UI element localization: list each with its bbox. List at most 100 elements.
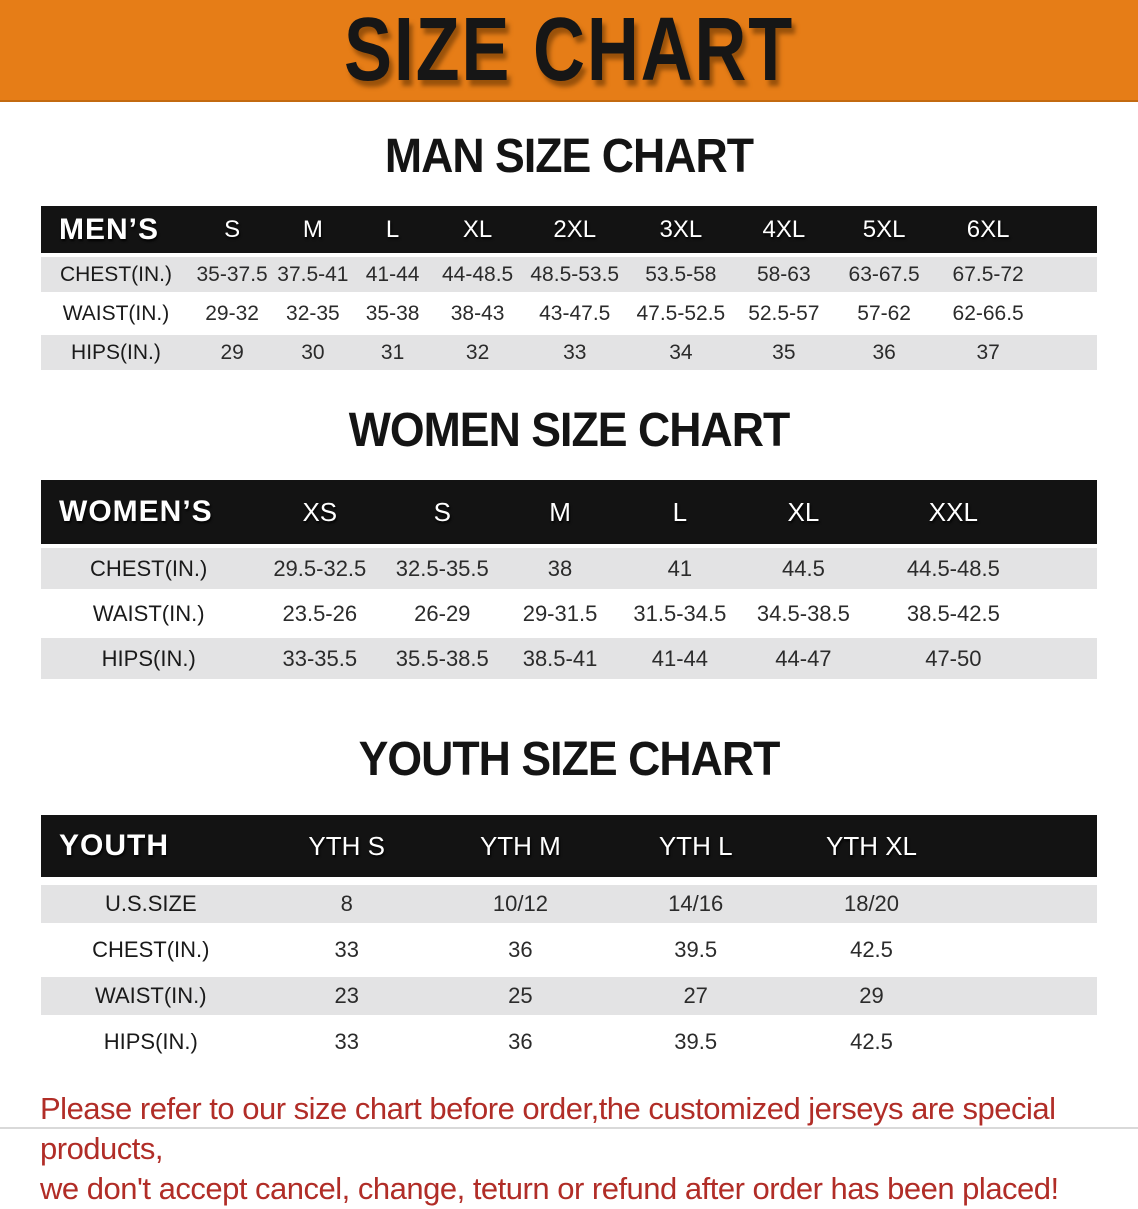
size-value-cell: 35-38 bbox=[352, 296, 433, 331]
size-value-cell: 47.5-52.5 bbox=[627, 296, 735, 331]
size-value-cell: 35 bbox=[734, 335, 833, 370]
size-value-cell: 29-31.5 bbox=[501, 593, 619, 634]
row-label: HIPS(IN.) bbox=[41, 638, 257, 679]
row-label: WAIST(IN.) bbox=[41, 593, 257, 634]
column-header: YTH L bbox=[608, 815, 784, 877]
size-value-cell: 48.5-53.5 bbox=[522, 257, 628, 292]
column-header: L bbox=[618, 480, 742, 544]
size-value-cell: 32.5-35.5 bbox=[383, 548, 502, 589]
header-filler bbox=[959, 815, 1097, 877]
column-header: M bbox=[273, 206, 353, 253]
row-filler bbox=[959, 1023, 1097, 1061]
size-value-cell: 18/20 bbox=[783, 885, 960, 923]
table-row: WAIST(IN.) 29-32 32-35 35-38 38-43 43-47… bbox=[41, 296, 1097, 331]
column-header: XL bbox=[741, 480, 866, 544]
size-value-cell: 35.5-38.5 bbox=[383, 638, 502, 679]
size-value-cell: 44-48.5 bbox=[432, 257, 523, 292]
size-value-cell: 47-50 bbox=[865, 638, 1041, 679]
size-value-cell: 29-32 bbox=[190, 296, 274, 331]
row-label: CHEST(IN.) bbox=[41, 931, 261, 969]
column-header: 6XL bbox=[935, 206, 1041, 253]
size-value-cell: 31 bbox=[352, 335, 433, 370]
size-value-cell: 34 bbox=[627, 335, 735, 370]
size-value-cell: 43-47.5 bbox=[522, 296, 628, 331]
size-value-cell: 38.5-42.5 bbox=[865, 593, 1041, 634]
size-value-cell: 63-67.5 bbox=[832, 257, 936, 292]
size-value-cell: 37.5-41 bbox=[273, 257, 353, 292]
row-filler bbox=[1040, 593, 1097, 634]
column-header: YTH XL bbox=[783, 815, 960, 877]
size-value-cell: 36 bbox=[432, 1023, 609, 1061]
table-row: CHEST(IN.) 33 36 39.5 42.5 bbox=[41, 931, 1097, 969]
table-row: WAIST(IN.) 23.5-26 26-29 29-31.5 31.5-34… bbox=[41, 593, 1097, 634]
disclaimer-text: Please refer to our size chart before or… bbox=[40, 1089, 1138, 1209]
row-label: HIPS(IN.) bbox=[41, 335, 191, 370]
size-value-cell: 25 bbox=[432, 977, 609, 1015]
size-value-cell: 41-44 bbox=[352, 257, 433, 292]
men-table-group-label: MEN’S bbox=[41, 206, 191, 253]
size-value-cell: 32 bbox=[432, 335, 523, 370]
size-value-cell: 53.5-58 bbox=[627, 257, 735, 292]
youth-table-group-label: YOUTH bbox=[41, 815, 261, 877]
size-value-cell: 38-43 bbox=[432, 296, 523, 331]
row-label: CHEST(IN.) bbox=[41, 257, 191, 292]
size-value-cell: 30 bbox=[273, 335, 353, 370]
column-header: YTH S bbox=[260, 815, 433, 877]
column-header: L bbox=[352, 206, 433, 253]
youth-section-heading: YOUTH SIZE CHART bbox=[358, 730, 781, 786]
header-filler bbox=[1040, 480, 1097, 544]
women-section-heading: WOMEN SIZE CHART bbox=[348, 401, 791, 457]
column-header: M bbox=[501, 480, 619, 544]
size-value-cell: 33 bbox=[522, 335, 628, 370]
row-label: CHEST(IN.) bbox=[41, 548, 257, 589]
row-filler bbox=[1040, 296, 1097, 331]
size-value-cell: 31.5-34.5 bbox=[618, 593, 742, 634]
size-value-cell: 38.5-41 bbox=[501, 638, 619, 679]
size-value-cell: 41-44 bbox=[618, 638, 742, 679]
table-row: HIPS(IN.) 33 36 39.5 42.5 bbox=[41, 1023, 1097, 1061]
size-value-cell: 14/16 bbox=[608, 885, 784, 923]
size-value-cell: 29 bbox=[190, 335, 274, 370]
size-value-cell: 37 bbox=[935, 335, 1041, 370]
size-value-cell: 8 bbox=[260, 885, 433, 923]
size-value-cell: 33-35.5 bbox=[256, 638, 384, 679]
row-label: WAIST(IN.) bbox=[41, 977, 261, 1015]
row-filler bbox=[959, 977, 1097, 1015]
size-chart-banner: SIZE CHART bbox=[0, 0, 1138, 102]
row-filler bbox=[959, 931, 1097, 969]
column-header: S bbox=[383, 480, 502, 544]
size-value-cell: 23.5-26 bbox=[256, 593, 384, 634]
banner-title: SIZE CHART bbox=[344, 0, 794, 100]
column-header: XS bbox=[256, 480, 384, 544]
disclaimer-line-1: Please refer to our size chart before or… bbox=[40, 1091, 1056, 1166]
size-value-cell: 35-37.5 bbox=[190, 257, 274, 292]
table-row: HIPS(IN.) 33-35.5 35.5-38.5 38.5-41 41-4… bbox=[41, 638, 1097, 679]
size-value-cell: 52.5-57 bbox=[734, 296, 833, 331]
row-filler bbox=[1040, 335, 1097, 370]
table-row: WAIST(IN.) 23 25 27 29 bbox=[41, 977, 1097, 1015]
size-value-cell: 41 bbox=[618, 548, 742, 589]
size-value-cell: 39.5 bbox=[608, 1023, 784, 1061]
size-value-cell: 62-66.5 bbox=[935, 296, 1041, 331]
size-value-cell: 39.5 bbox=[608, 931, 784, 969]
men-size-table: MEN’S S M L XL 2XL 3XL 4XL 5XL 6XL CHEST… bbox=[41, 202, 1097, 374]
row-filler bbox=[1040, 548, 1097, 589]
column-header: XL bbox=[432, 206, 523, 253]
size-value-cell: 23 bbox=[260, 977, 433, 1015]
size-value-cell: 44-47 bbox=[741, 638, 866, 679]
disclaimer-line-2: we don't accept cancel, change, teturn o… bbox=[40, 1171, 1059, 1206]
size-value-cell: 67.5-72 bbox=[935, 257, 1041, 292]
table-row: CHEST(IN.) 29.5-32.5 32.5-35.5 38 41 44.… bbox=[41, 548, 1097, 589]
column-header: XXL bbox=[865, 480, 1041, 544]
column-header: 3XL bbox=[627, 206, 735, 253]
size-value-cell: 34.5-38.5 bbox=[741, 593, 866, 634]
women-size-table: WOMEN’S XS S M L XL XXL CHEST(IN.) 29.5-… bbox=[41, 476, 1097, 683]
bottom-divider bbox=[0, 1127, 1138, 1129]
column-header: 4XL bbox=[734, 206, 833, 253]
size-value-cell: 10/12 bbox=[432, 885, 609, 923]
row-label: U.S.SIZE bbox=[41, 885, 261, 923]
row-filler bbox=[959, 885, 1097, 923]
size-value-cell: 36 bbox=[432, 931, 609, 969]
column-header: YTH M bbox=[432, 815, 609, 877]
size-value-cell: 33 bbox=[260, 1023, 433, 1061]
